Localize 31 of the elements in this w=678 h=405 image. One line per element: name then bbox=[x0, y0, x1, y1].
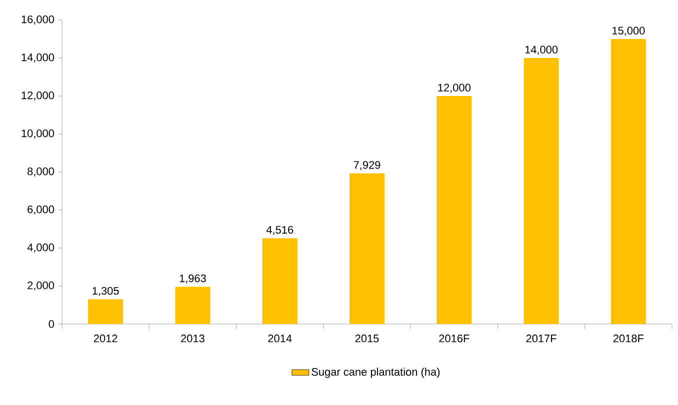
y-tick-label: 12,000 bbox=[22, 91, 54, 101]
y-tick-label: 4,000 bbox=[27, 243, 54, 253]
y-tick-label: 2,000 bbox=[28, 281, 54, 291]
bar bbox=[262, 238, 298, 324]
data-label: 7,929 bbox=[354, 161, 380, 170]
x-tick-label: 2013 bbox=[181, 334, 204, 342]
y-tick-label: 8,000 bbox=[28, 167, 54, 177]
x-tick-label: 2018F bbox=[613, 334, 644, 342]
data-label: 1,305 bbox=[92, 286, 119, 296]
data-label: 12,000 bbox=[438, 84, 470, 93]
y-tick-label: 16,000 bbox=[22, 15, 54, 25]
data-label: 14,000 bbox=[525, 46, 558, 55]
bar bbox=[610, 38, 646, 324]
bar bbox=[350, 173, 385, 324]
bar bbox=[436, 96, 472, 324]
legend-label: Sugar cane plantation (ha) bbox=[312, 368, 440, 378]
bar bbox=[88, 299, 124, 324]
x-tick-label: 2016F bbox=[439, 334, 470, 342]
x-tick-label: 2014 bbox=[268, 334, 292, 342]
bar bbox=[175, 286, 210, 324]
y-tick-label: 14,000 bbox=[22, 53, 54, 63]
data-label: 15,000 bbox=[612, 26, 645, 36]
data-label: 4,516 bbox=[266, 226, 294, 235]
y-tick-label: 0 bbox=[48, 320, 54, 328]
x-tick-label: 2012 bbox=[94, 334, 118, 342]
y-tick-label: 10,000 bbox=[22, 129, 54, 139]
x-tick-label: 2017F bbox=[526, 334, 556, 342]
y-tick-label: 6,000 bbox=[28, 205, 54, 215]
data-label: 1,963 bbox=[180, 274, 206, 284]
x-tick-label: 2015 bbox=[355, 334, 379, 342]
bar bbox=[524, 58, 559, 324]
